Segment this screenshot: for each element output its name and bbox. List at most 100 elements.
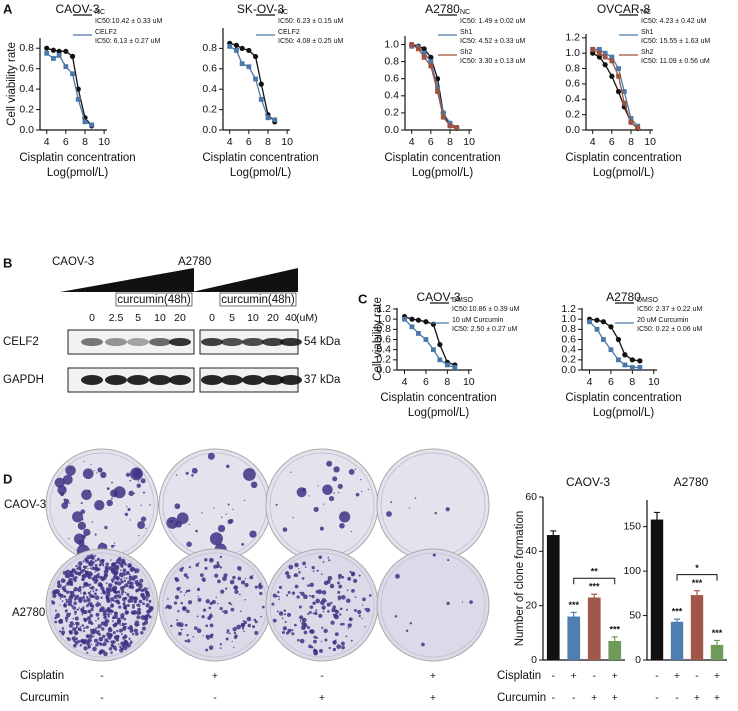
colony — [129, 640, 133, 643]
plate — [45, 448, 159, 562]
colony — [333, 492, 335, 494]
colony — [228, 601, 231, 605]
legend-label: Sh1 — [641, 29, 654, 36]
colony — [345, 635, 348, 638]
colony — [99, 575, 103, 580]
colony — [72, 638, 76, 643]
colony — [113, 486, 126, 499]
colony — [204, 558, 208, 562]
colony — [77, 587, 82, 593]
data-point — [75, 86, 81, 92]
colony — [82, 586, 85, 589]
colony — [327, 556, 330, 559]
y-axis-label: Cell viability rate — [372, 297, 384, 381]
colony — [341, 645, 345, 650]
x-tick-label: 6 — [609, 136, 615, 148]
colony — [119, 593, 121, 595]
colony — [219, 566, 223, 569]
colony — [81, 624, 85, 627]
fit-curve — [229, 42, 276, 123]
y-tick-label: 1.2 — [565, 32, 580, 44]
colony — [89, 567, 92, 570]
colony — [432, 553, 436, 557]
colony — [262, 605, 265, 609]
colony — [123, 617, 127, 621]
data-point — [227, 43, 233, 49]
chart-title: A2780 — [606, 290, 641, 304]
colony — [120, 580, 124, 584]
condition-sign: - — [675, 692, 679, 704]
colony — [334, 632, 339, 637]
colony — [225, 513, 227, 515]
data-point — [628, 119, 634, 125]
data-point — [258, 81, 264, 87]
colony — [340, 641, 345, 646]
colony — [222, 610, 225, 613]
colony — [394, 615, 398, 618]
colony — [275, 595, 278, 598]
condition-sign: + — [319, 692, 325, 704]
colony — [326, 460, 333, 467]
colony — [129, 595, 134, 601]
colony — [95, 602, 100, 607]
data-point — [447, 120, 453, 126]
legend-annotation: IC50: 2.37 ± 0.22 uM — [637, 306, 702, 313]
y-tick-label: 0.6 — [565, 78, 580, 90]
colony — [191, 467, 198, 474]
colony — [92, 628, 98, 634]
colony — [96, 601, 99, 603]
colony — [322, 503, 325, 505]
colony — [129, 519, 131, 521]
colony — [145, 599, 148, 602]
condition-sign: - — [593, 670, 597, 682]
colony — [320, 600, 325, 606]
colony — [134, 492, 136, 495]
colony — [87, 609, 91, 614]
condition-sign: + — [591, 692, 597, 704]
y-tick-label: 60 — [525, 491, 537, 503]
colony — [167, 605, 172, 610]
colony — [202, 635, 205, 637]
legend-label: CELF2 — [278, 29, 300, 36]
data-point — [602, 54, 608, 60]
colony — [322, 610, 325, 613]
colony — [339, 607, 343, 611]
colony — [337, 483, 343, 489]
legend-label: 10 uM Curcumin — [452, 317, 503, 324]
fit-curve — [411, 43, 457, 129]
colony — [119, 586, 125, 591]
colony — [226, 464, 230, 469]
x-axis-label: Log(pmol/L) — [412, 167, 474, 179]
colony — [90, 590, 92, 593]
data-point — [621, 89, 627, 94]
x-axis-label: Log(pmol/L) — [47, 167, 109, 179]
legend-label: NC — [278, 9, 288, 16]
data-point — [423, 337, 429, 342]
data-point — [272, 117, 278, 123]
data-point — [447, 123, 453, 129]
y-tick-label: 0.0 — [561, 364, 576, 376]
legend-annotation: IC50: 11.09 ± 0.56 uM — [641, 58, 710, 65]
colony — [94, 563, 98, 567]
colony — [120, 569, 122, 572]
colony — [207, 452, 215, 460]
colony — [333, 466, 340, 473]
colony — [73, 643, 77, 648]
data-point — [70, 71, 75, 77]
colony — [339, 613, 342, 616]
condition-sign: - — [100, 692, 104, 704]
colony — [325, 600, 328, 602]
data-point — [421, 46, 427, 52]
colony — [75, 564, 78, 568]
legend-label: NC — [641, 9, 651, 16]
legend-annotation: IC50: 4.52 ± 0.33 uM — [460, 38, 525, 45]
colony — [142, 491, 145, 494]
data-point — [246, 47, 252, 54]
colony — [186, 576, 189, 579]
plate — [265, 448, 379, 562]
colony — [86, 616, 92, 621]
colony — [136, 623, 140, 627]
colony — [278, 598, 280, 601]
plate-rim — [380, 552, 486, 658]
condition-sign: + — [571, 670, 577, 682]
